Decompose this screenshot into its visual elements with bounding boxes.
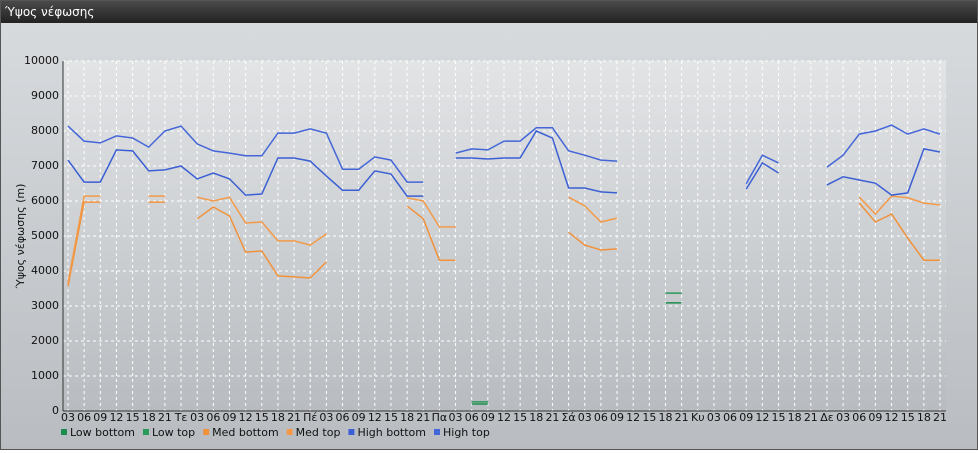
title-bar: Ύψος νέφωσης <box>1 1 977 23</box>
legend-swatch <box>142 429 149 435</box>
y-axis-label: Ύψος νέφωσης (m) <box>14 184 27 290</box>
legend-swatch <box>286 429 293 435</box>
y-tick-label: 4000 <box>31 264 59 277</box>
x-tick-label: 12 <box>626 411 640 424</box>
x-tick-label: 03 <box>449 411 463 424</box>
y-tick-label: 2000 <box>31 334 59 347</box>
x-tick-label: Πέ <box>303 411 317 424</box>
series-line <box>67 201 940 287</box>
x-tick-label: 12 <box>885 411 899 424</box>
x-tick-label: Δε <box>820 411 834 424</box>
legend-label: Low bottom <box>70 426 135 439</box>
x-tick-label: 03 <box>190 411 204 424</box>
series-line <box>67 130 941 197</box>
x-tick-label: 09 <box>352 411 366 424</box>
series-line <box>471 302 682 405</box>
x-tick-label: 03 <box>319 411 333 424</box>
y-tick-label: 1000 <box>31 369 59 382</box>
x-tick-label: 12 <box>368 411 382 424</box>
x-tick-label: 18 <box>529 411 543 424</box>
x-tick-label: 09 <box>481 411 495 424</box>
x-tick-label: 06 <box>723 411 737 424</box>
y-tick-label: 0 <box>52 404 59 417</box>
y-tick-label: 5000 <box>31 229 59 242</box>
x-tick-label: 06 <box>206 411 220 424</box>
legend-label: Med top <box>296 426 341 439</box>
legend-swatch <box>61 429 67 435</box>
x-tick-label: 12 <box>239 411 253 424</box>
x-tick-label: 06 <box>852 411 866 424</box>
x-tick-label: 18 <box>400 411 414 424</box>
series-line <box>471 292 682 403</box>
x-tick-label: 15 <box>901 411 915 424</box>
legend-swatch <box>203 429 210 435</box>
x-tick-label: 21 <box>287 411 301 424</box>
legend-label: Med bottom <box>212 426 279 439</box>
chart-title: Ύψος νέφωσης <box>5 5 95 19</box>
legend-label: High top <box>443 426 490 439</box>
x-tick-label: 21 <box>158 411 172 424</box>
x-tick-label: 12 <box>109 411 123 424</box>
x-tick-label: 06 <box>594 411 608 424</box>
y-tick-label: 7000 <box>31 159 59 172</box>
legend-label: High bottom <box>357 426 426 439</box>
x-tick-label: 18 <box>788 411 802 424</box>
x-tick-label: 15 <box>255 411 269 424</box>
series-line <box>67 195 941 284</box>
x-tick-label: 09 <box>93 411 107 424</box>
x-tick-label: Τε <box>174 411 188 424</box>
y-tick-label: 9000 <box>31 89 59 102</box>
x-tick-label: 21 <box>545 411 559 424</box>
legend-swatch <box>348 429 355 435</box>
x-tick-label: 21 <box>933 411 947 424</box>
x-tick-label: 21 <box>675 411 689 424</box>
x-tick-label: Πα <box>432 411 448 424</box>
x-tick-label: 18 <box>658 411 672 424</box>
x-tick-label: 21 <box>416 411 430 424</box>
x-tick-label: 03 <box>707 411 721 424</box>
x-tick-label: 15 <box>384 411 398 424</box>
x-tick-label: Σά <box>561 411 575 424</box>
x-tick-label: 09 <box>739 411 753 424</box>
x-tick-label: 12 <box>497 411 511 424</box>
x-tick-label: 06 <box>465 411 479 424</box>
series-line <box>67 124 941 185</box>
x-tick-label: 21 <box>804 411 818 424</box>
x-tick-label: 18 <box>917 411 931 424</box>
x-tick-label: 18 <box>142 411 156 424</box>
legend-swatch <box>434 429 440 435</box>
y-tick-label: 3000 <box>31 299 59 312</box>
y-tick-label: 6000 <box>31 194 59 207</box>
chart: Ύψος νέφωσης (m) 0 1000 2000 3000 4000 5000 60… <box>14 54 947 439</box>
x-tick-label: 15 <box>772 411 786 424</box>
x-tick-label: 09 <box>610 411 624 424</box>
x-tick-label: 18 <box>271 411 285 424</box>
x-tick-label: 03 <box>836 411 850 424</box>
legend-label: Low top <box>152 426 195 439</box>
x-tick-label: 15 <box>126 411 140 424</box>
x-tick-label: 06 <box>77 411 91 424</box>
x-tick-label: 06 <box>336 411 350 424</box>
x-tick-label: 09 <box>222 411 236 424</box>
x-tick-label: 03 <box>578 411 592 424</box>
y-tick-label: 8000 <box>31 124 59 137</box>
x-tick-label: 12 <box>755 411 769 424</box>
x-tick-label: Κυ <box>691 411 705 424</box>
x-tick-label: 15 <box>642 411 656 424</box>
x-tick-label: 03 <box>61 411 75 424</box>
x-tick-label: 15 <box>513 411 527 424</box>
x-tick-label: 09 <box>868 411 882 424</box>
y-tick-label: 10000 <box>24 54 59 67</box>
